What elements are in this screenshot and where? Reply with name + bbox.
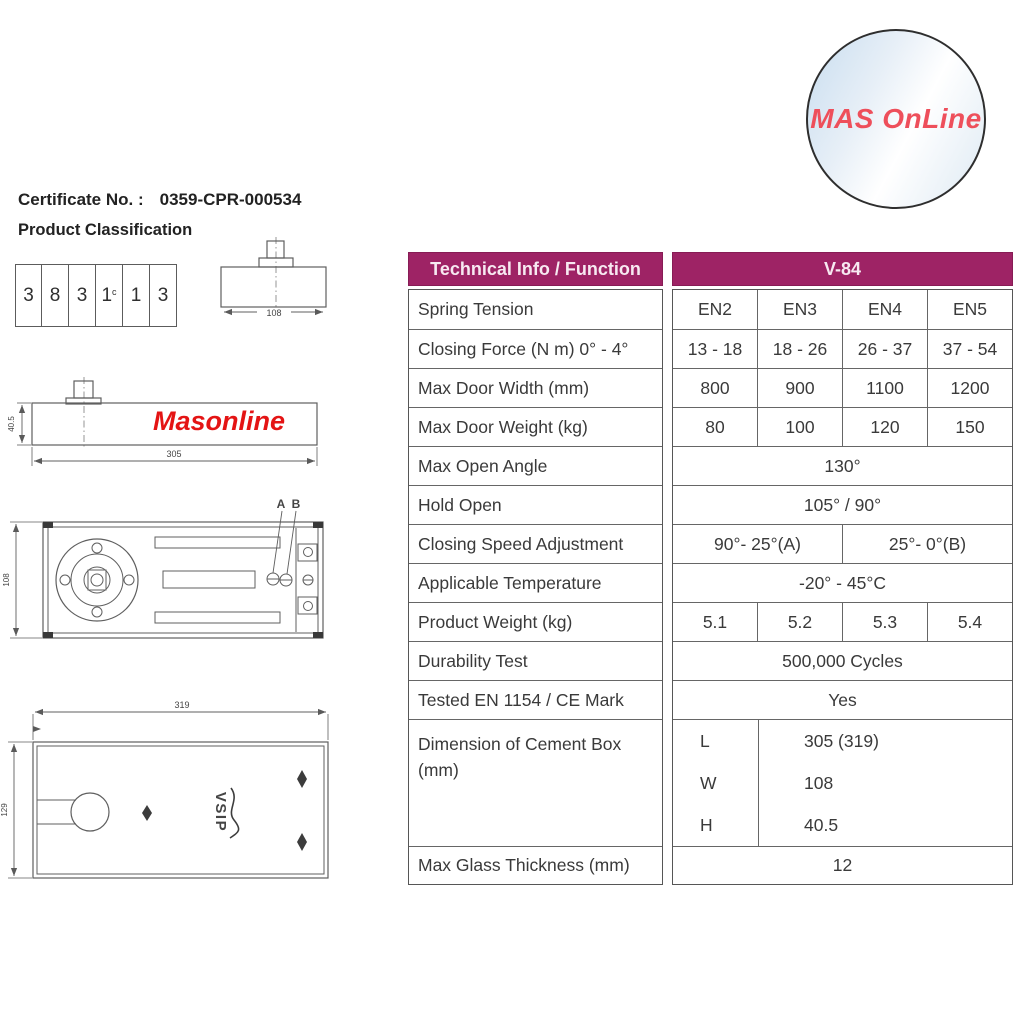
dim-108-top: 108 <box>266 308 281 318</box>
classification-digit-3: 3 <box>69 264 96 327</box>
row-durability: 500,000 Cycles <box>673 641 1012 680</box>
cement-box-drawing: 319 129 VSIP <box>0 700 329 879</box>
dim-129: 129 <box>0 803 9 817</box>
row-closing-speed: 90°- 25°(A) 25°- 0°(B) <box>673 524 1012 563</box>
watermark-masonline-side: Masonline <box>153 406 286 436</box>
spec-table-labels: Technical Info / Function Spring Tension… <box>408 252 663 885</box>
vsip-brand-mark: VSIP <box>212 792 229 832</box>
dim-305: 305 <box>166 449 181 459</box>
certificate-number: 0359-CPR-000534 <box>159 190 302 209</box>
valve-a-label: A <box>277 497 286 511</box>
row-label-spring-tension: Spring Tension <box>418 299 534 319</box>
dim-108-plan: 108 <box>2 573 11 587</box>
row-label-closing-force: Closing Force (N m) 0° - 4° <box>409 329 662 368</box>
row-spring-tension: EN2 EN3 EN4 EN5 <box>673 290 1012 329</box>
row-closing-force: 13 - 18 18 - 26 26 - 37 37 - 54 <box>673 329 1012 368</box>
row-max-door-width: 800 900 1100 1200 <box>673 368 1012 407</box>
mas-online-logo: MAS OnLine <box>806 29 986 209</box>
classification-digit-2: 8 <box>42 264 69 327</box>
row-label-product-weight: Product Weight (kg) <box>409 602 662 641</box>
row-product-weight: 5.1 5.2 5.3 5.4 <box>673 602 1012 641</box>
row-cement-box-dimensions: L W H 305 (319) 108 40.5 <box>673 719 1012 846</box>
dim-319: 319 <box>174 700 189 710</box>
logo-text: MAS OnLine <box>810 103 982 134</box>
row-label-temperature: Applicable Temperature <box>409 563 662 602</box>
row-max-open-angle: 130° <box>673 446 1012 485</box>
row-label-closing-speed: Closing Speed Adjustment <box>409 524 662 563</box>
value-column-body: EN2 EN3 EN4 EN5 13 - 18 18 - 26 26 - 37 … <box>672 289 1013 885</box>
valve-b-label: B <box>292 497 301 511</box>
row-label-max-door-weight: Max Door Weight (kg) <box>409 407 662 446</box>
row-label-tested: Tested EN 1154 / CE Mark <box>409 680 662 719</box>
row-hold-open: 105° / 90° <box>673 485 1012 524</box>
table-header-left: Technical Info / Function <box>408 252 663 286</box>
dim-40-5: 40.5 <box>7 416 16 432</box>
table-header-model: V-84 <box>672 252 1013 286</box>
certificate-label: Certificate No. : <box>18 190 144 209</box>
cement-box-dim-values: 305 (319) 108 40.5 <box>804 730 879 835</box>
row-label-glass-thickness: Max Glass Thickness (mm) <box>409 846 662 884</box>
cross-section-drawing: 108 <box>220 237 327 318</box>
row-label-max-door-width: Max Door Width (mm) <box>409 368 662 407</box>
plan-view-drawing: A B 108 <box>2 497 324 639</box>
row-tested: Yes <box>673 680 1012 719</box>
classification-digit-6: 3 <box>150 264 177 327</box>
spec-table-values: V-84 EN2 EN3 EN4 EN5 13 - 18 18 - 26 26 … <box>672 252 1013 885</box>
row-glass-thickness: 12 <box>673 846 1012 884</box>
label-column-body: Spring Tension Closing Force (N m) 0° - … <box>408 289 663 885</box>
cement-box-dim-keys: L W H <box>673 720 759 846</box>
classification-digit-1: 3 <box>15 264 42 327</box>
row-label-cement-box: Dimension of Cement Box (mm) <box>409 719 662 846</box>
row-label-max-open-angle: Max Open Angle <box>409 446 662 485</box>
row-label-hold-open: Hold Open <box>409 485 662 524</box>
row-temperature: -20° - 45°C <box>673 563 1012 602</box>
product-classification-title: Product Classification <box>18 221 193 239</box>
certificate-line: Certificate No. : 0359-CPR-000534 <box>18 190 301 210</box>
row-max-door-weight: 80 100 120 150 <box>673 407 1012 446</box>
classification-digit-5: 1 <box>123 264 150 327</box>
row-label-durability: Durability Test <box>409 641 662 680</box>
